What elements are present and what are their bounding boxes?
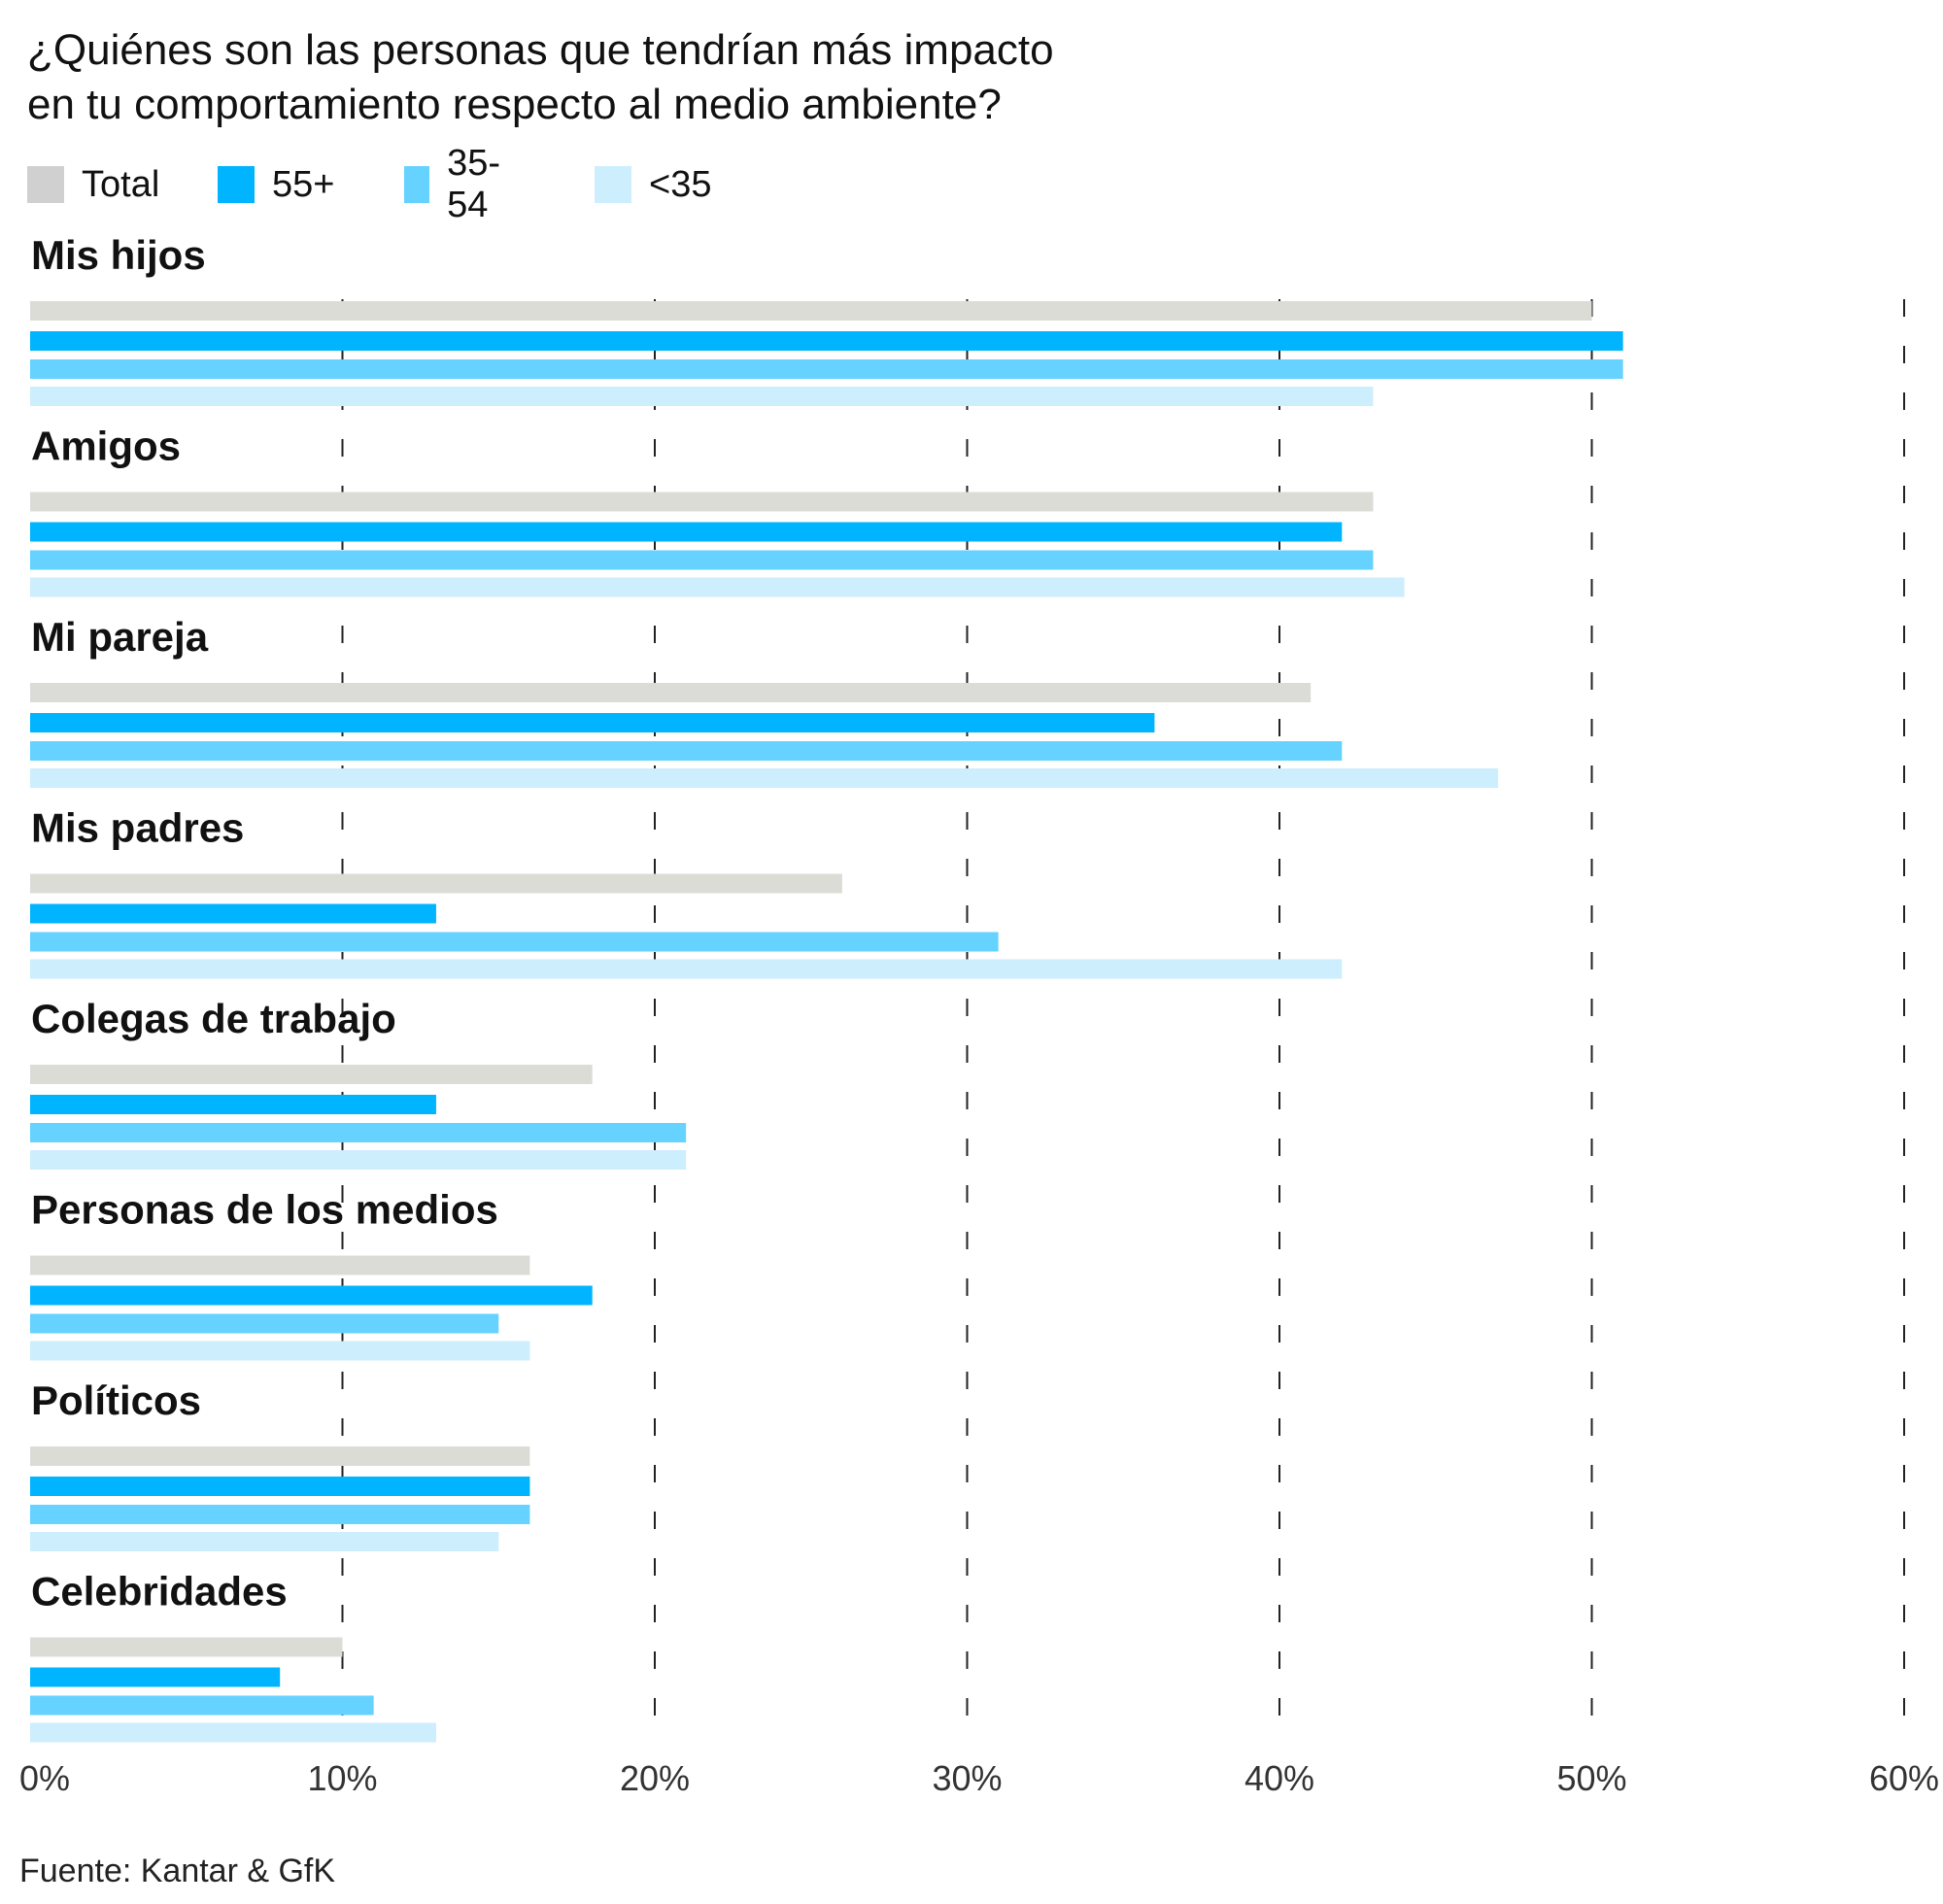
bar-1-3 bbox=[30, 577, 1405, 597]
x-tick-label-60: 60% bbox=[1869, 1758, 1939, 1798]
bar-1-1 bbox=[30, 522, 1343, 542]
bar-2-1 bbox=[30, 713, 1155, 732]
x-tick-label-30: 30% bbox=[932, 1758, 1002, 1798]
category-label-0: Mis hijos bbox=[31, 232, 206, 278]
legend-label-total: Total bbox=[82, 163, 160, 205]
bar-4-3 bbox=[30, 1150, 687, 1170]
bar-0-2 bbox=[30, 359, 1623, 379]
category-label-7: Celebridades bbox=[31, 1569, 288, 1615]
legend-item-under35: <35 bbox=[595, 163, 711, 206]
bar-7-0 bbox=[30, 1637, 343, 1657]
chart-title-line-1: ¿Quiénes son las personas que tendrían m… bbox=[27, 26, 1054, 74]
legend-label-35-54: 35-54 bbox=[447, 143, 501, 225]
bar-6-1 bbox=[30, 1477, 530, 1496]
bar-6-0 bbox=[30, 1446, 530, 1466]
category-label-3: Mis padres bbox=[31, 805, 244, 851]
bar-3-2 bbox=[30, 932, 999, 952]
category-label-4: Colegas de trabajo bbox=[31, 996, 396, 1041]
category-label-1: Amigos bbox=[31, 424, 181, 469]
bar-4-1 bbox=[30, 1095, 436, 1114]
bar-3-1 bbox=[30, 903, 436, 924]
x-tick-label-40: 40% bbox=[1244, 1758, 1314, 1798]
bar-4-0 bbox=[30, 1065, 593, 1084]
bar-5-3 bbox=[30, 1341, 530, 1361]
bar-7-2 bbox=[30, 1695, 374, 1716]
x-tick-label-20: 20% bbox=[620, 1758, 690, 1798]
x-tick-label-0: 0% bbox=[19, 1758, 70, 1798]
legend-swatch-total bbox=[27, 166, 64, 203]
chart-title: ¿Quiénes son las personas que tendrían m… bbox=[27, 23, 1387, 132]
x-tick-label-10: 10% bbox=[307, 1758, 377, 1798]
bar-2-3 bbox=[30, 768, 1499, 788]
chart-title-line-2: en tu comportamiento respecto al medio a… bbox=[27, 81, 1002, 128]
legend-label-under35: <35 bbox=[649, 163, 712, 205]
bar-2-0 bbox=[30, 683, 1312, 702]
category-label-5: Personas de los medios bbox=[31, 1187, 498, 1233]
x-tick-label-50: 50% bbox=[1556, 1758, 1626, 1798]
bar-3-3 bbox=[30, 959, 1343, 979]
legend-swatch-under35 bbox=[595, 166, 631, 203]
legend-label-55plus: 55+ bbox=[272, 163, 335, 205]
bar-7-1 bbox=[30, 1667, 281, 1687]
bar-5-1 bbox=[30, 1285, 593, 1306]
bar-5-2 bbox=[30, 1313, 499, 1334]
bar-2-2 bbox=[30, 741, 1343, 761]
bar-3-0 bbox=[30, 873, 842, 894]
bar-7-3 bbox=[30, 1722, 436, 1743]
bar-0-3 bbox=[30, 387, 1374, 406]
bar-4-2 bbox=[30, 1123, 687, 1142]
bar-6-2 bbox=[30, 1505, 530, 1524]
legend-item-55plus: 55+ bbox=[218, 163, 334, 206]
bar-5-0 bbox=[30, 1255, 530, 1275]
bar-1-2 bbox=[30, 550, 1374, 570]
bar-0-0 bbox=[30, 301, 1592, 321]
bar-1-0 bbox=[30, 492, 1374, 512]
bar-6-3 bbox=[30, 1532, 499, 1551]
legend-item-total: Total bbox=[27, 163, 159, 206]
source-note: Fuente: Kantar & GfK bbox=[19, 1853, 336, 1889]
legend-item-35-54: 35-54 bbox=[404, 143, 512, 225]
category-label-6: Políticos bbox=[31, 1377, 201, 1423]
legend-swatch-35-54 bbox=[404, 166, 430, 203]
category-label-2: Mi pareja bbox=[31, 614, 209, 660]
legend-swatch-55plus bbox=[218, 166, 255, 203]
bar-0-1 bbox=[30, 331, 1623, 351]
